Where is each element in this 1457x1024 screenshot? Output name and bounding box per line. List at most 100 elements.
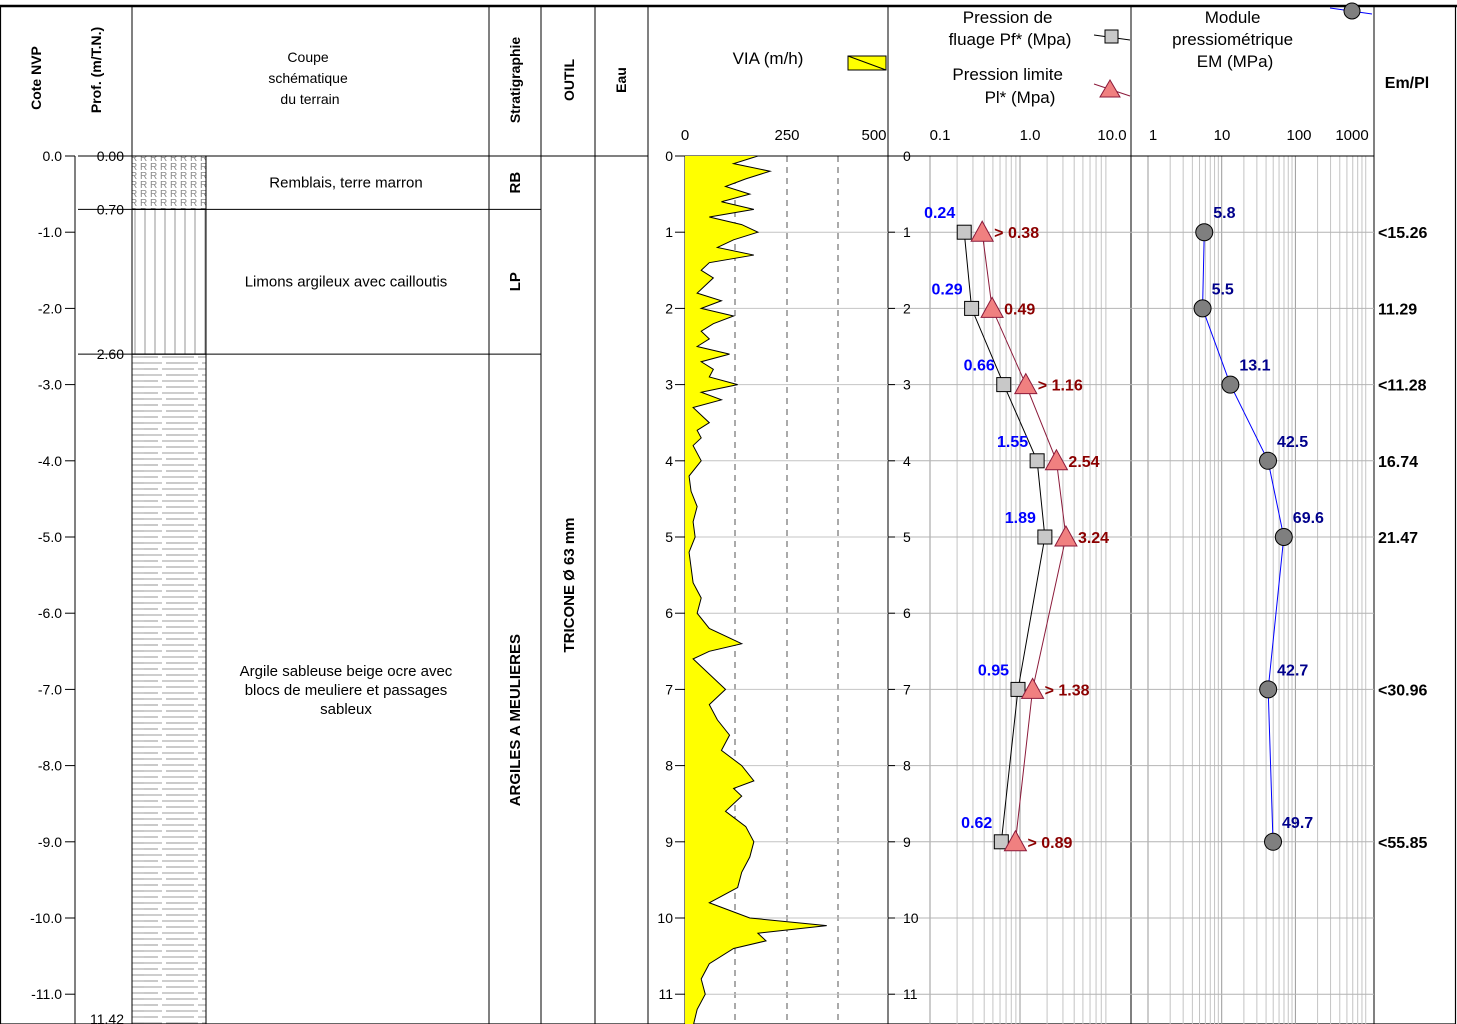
plot-grids (684, 155, 1374, 1024)
pressiometer-series: 0.24 0.29 0.66 1.55 1.89 0.95 0.62 > 0.38 0.49 > … (924, 205, 1324, 852)
ratio-label-0: <15.26 (1378, 225, 1427, 242)
plot-depth-label-3: 3 (903, 377, 911, 393)
header-coupe: Coupe schématique du terrain (268, 49, 351, 107)
layer-code-1: LP (507, 272, 524, 291)
module-tick-1: 10 (1214, 127, 1231, 144)
pl-label-4: 3.24 (1078, 530, 1109, 547)
via-depth-label-7: 7 (665, 681, 673, 697)
plot-depth-label-7: 7 (903, 681, 911, 697)
pl-marker-3 (1044, 448, 1069, 471)
header-prof: Prof. (m/T.N.) (88, 27, 104, 113)
layer-description-1: Limons argileux avec cailloutis (245, 274, 448, 291)
pl-marker-0 (970, 220, 995, 242)
via-depth-label-10: 10 (657, 910, 673, 926)
plot-depth-label-9: 9 (903, 834, 911, 850)
header-pf-line2: fluage Pf* (Mpa) (949, 30, 1072, 49)
layer-description-line: Argile sableuse beige ocre avec (240, 663, 453, 680)
plot-depth-label-2: 2 (903, 300, 911, 316)
tool-label: TRICONE Ø 63 mm (561, 517, 578, 652)
depth-ticks: 0.0 -1.0 -2.0 -3.0 -4.0 -5.0 -6.0 -7.0 -8.0 -9.0 -… (30, 148, 919, 1024)
header-cote: Cote NVP (28, 46, 44, 110)
cote-tick-label-9: -9.0 (38, 834, 62, 850)
cote-tick-label-10: -10.0 (30, 910, 62, 926)
cote-tick-label-1: -1.0 (38, 224, 62, 240)
via-depth-label-3: 3 (665, 377, 673, 393)
via-depth-label-1: 1 (665, 224, 673, 240)
em-marker-5 (1259, 680, 1278, 699)
via-depth-label-4: 4 (665, 453, 673, 469)
header-em-line1: Module (1205, 8, 1261, 27)
em-marker-0 (1195, 223, 1214, 242)
ratio-label-1: 11.29 (1378, 301, 1417, 318)
pressure-tick-2: 10.0 (1097, 127, 1126, 144)
plot-depth-label-0: 0 (903, 148, 911, 164)
via-plot (685, 155, 827, 1024)
em-label-1: 5.5 (1212, 281, 1234, 298)
pf-label-5: 0.95 (978, 662, 1009, 679)
em-label-3: 42.5 (1277, 434, 1308, 451)
em-marker-1 (1193, 299, 1212, 318)
pl-label-1: 0.49 (1004, 301, 1035, 318)
plot-depth-label-4: 4 (903, 453, 911, 469)
via-tick-500: 500 (861, 127, 886, 144)
header-em-line2: pressiométrique (1172, 30, 1293, 49)
layer-description-line: blocs de meuliere et passages (245, 682, 448, 699)
cote-tick-label-6: -6.0 (38, 605, 62, 621)
ratio-label-4: 21.47 (1378, 530, 1418, 547)
header-outil: OUTIL (561, 59, 577, 101)
pl-marker-1 (980, 296, 1004, 318)
header-pl-line2: Pl* (Mpa) (985, 88, 1056, 107)
via-depth-label-5: 5 (665, 529, 673, 545)
pf-label-6: 0.62 (961, 815, 992, 832)
pl-marker-4 (1054, 524, 1078, 547)
header-coupe-line1: Coupe (287, 49, 328, 65)
pf-marker-1 (964, 300, 980, 316)
via-tick-250: 250 (774, 127, 799, 144)
layer-description-line: sableux (320, 701, 372, 718)
via-depth-label-0: 0 (665, 148, 673, 164)
via-depth-label-11: 11 (658, 986, 673, 1002)
pf-label-2: 0.66 (964, 358, 995, 375)
via-depth-label-8: 8 (665, 758, 673, 774)
pf-label-1: 0.29 (931, 281, 962, 298)
pl-label-0: > 0.38 (994, 225, 1039, 242)
plot-depth-label-8: 8 (903, 758, 911, 774)
pl-label-2: > 1.16 (1038, 378, 1083, 395)
cote-tick-label-5: -5.0 (38, 529, 62, 545)
layer-description-0: Remblais, terre marron (269, 175, 422, 192)
lithology-layers: 0.00 Remblais, terre marron RB 0.70 Limons a… (78, 148, 541, 1024)
cote-tick-label-0: 0.0 (43, 148, 63, 164)
pf-label-4: 1.89 (1005, 510, 1036, 527)
plot-depth-label-10: 10 (903, 910, 919, 926)
pl-label-6: > 0.89 (1027, 835, 1072, 852)
ratio-label-5: <30.96 (1378, 682, 1427, 699)
pf-marker-2 (996, 377, 1012, 393)
em-marker-6 (1264, 832, 1283, 851)
em-label-4: 69.6 (1293, 510, 1324, 527)
cote-tick-label-3: -3.0 (38, 377, 62, 393)
cote-tick-label-4: -4.0 (38, 453, 62, 469)
em-label-5: 42.7 (1277, 662, 1308, 679)
layer-pattern-0 (131, 155, 207, 210)
module-tick-0: 1 (1149, 127, 1157, 144)
layer-pattern-1 (131, 208, 207, 355)
em-label-2: 13.1 (1239, 358, 1270, 375)
layer-pattern-2 (131, 353, 207, 1024)
pressure-tick-0: 0.1 (930, 127, 951, 144)
header-coupe-line3: du terrain (280, 91, 339, 107)
layer-description-line: Limons argileux avec cailloutis (245, 274, 448, 291)
via-fill-area (685, 156, 827, 1024)
ratio-label-2: <11.28 (1378, 378, 1427, 395)
plot-depth-label-6: 6 (903, 605, 911, 621)
ratio-label-3: 16.74 (1378, 454, 1418, 471)
pressure-tick-1: 1.0 (1020, 127, 1041, 144)
header-em-line3: EM (MPa) (1197, 52, 1274, 71)
layer-description-2: Argile sableuse beige ocre avec blocs de … (240, 663, 453, 718)
pl-marker-2 (1013, 372, 1038, 395)
header-pf-line1: Pression de (963, 8, 1053, 27)
pf-label-0: 0.24 (924, 205, 955, 222)
header-em: Module pressiométrique EM (MPa) (1172, 8, 1298, 71)
pl-marker-5 (1020, 677, 1045, 699)
em-legend-marker (1343, 2, 1361, 20)
